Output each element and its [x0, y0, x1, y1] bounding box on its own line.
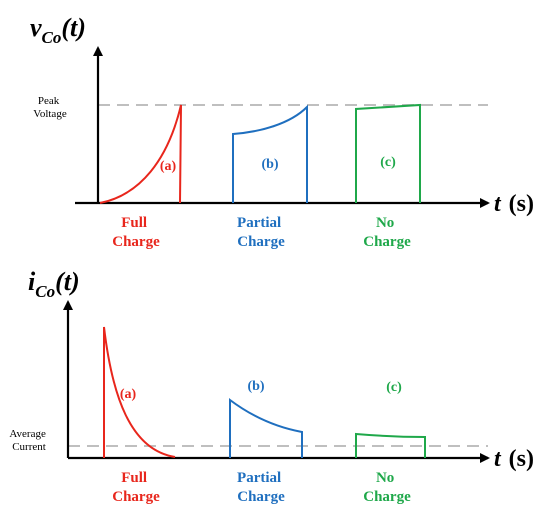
voltage-full-charge-caption: Full Charge: [112, 215, 160, 250]
voltage-full-charge-waveform: [99, 104, 182, 204]
average-current-label: Average Current: [9, 428, 48, 453]
voltage-axis-title: vCo(t): [30, 13, 86, 47]
current-no-charge-waveform: [355, 432, 426, 458]
current-full-charge-caption: Full Charge: [112, 470, 160, 505]
current-full-charge-waveform: [103, 326, 176, 458]
voltage-partial-charge-waveform: [232, 104, 308, 203]
current-panel: iCo(t) Average Current t (s) (a) (b) (c) …: [9, 267, 534, 505]
current-case-a-tag: (a): [120, 387, 137, 402]
current-partial-charge-caption: Partial Charge: [237, 470, 285, 505]
current-partial-charge-waveform: [229, 398, 303, 458]
current-time-axis-label: t (s): [494, 446, 534, 472]
voltage-panel: vCo(t) Peak Voltage t (s) (a) (b) (c) Ful…: [30, 13, 534, 250]
peak-voltage-label: Peak Voltage: [33, 95, 67, 120]
voltage-time-axis-label: t (s): [494, 191, 534, 217]
voltage-no-charge-caption: No Charge: [363, 215, 411, 250]
current-case-c-tag: (c): [386, 380, 402, 395]
current-axis-title: iCo(t): [28, 267, 80, 301]
voltage-no-charge-waveform: [355, 103, 421, 203]
voltage-partial-charge-caption: Partial Charge: [237, 215, 285, 250]
current-no-charge-caption: No Charge: [363, 470, 411, 505]
voltage-case-a-tag: (a): [160, 159, 177, 174]
current-case-b-tag: (b): [247, 379, 264, 394]
voltage-case-b-tag: (b): [261, 157, 278, 172]
voltage-case-c-tag: (c): [380, 155, 396, 170]
